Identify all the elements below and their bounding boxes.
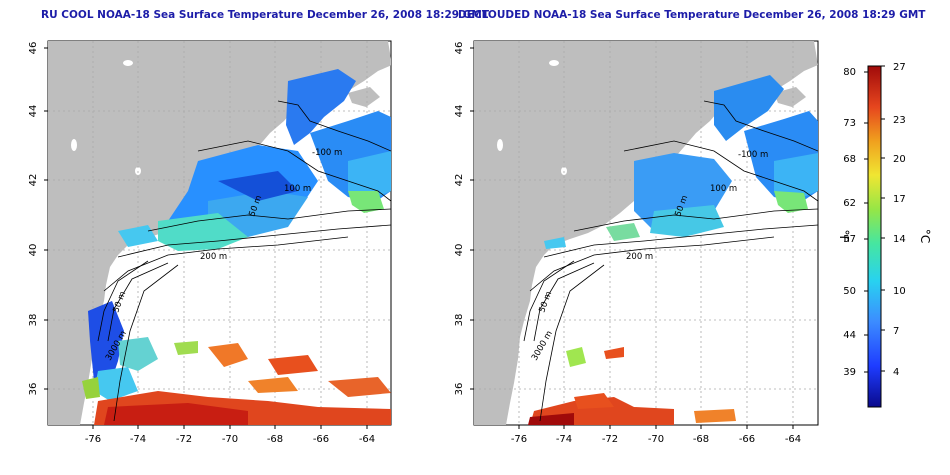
lon-tick-label: -76 (85, 434, 101, 445)
fahrenheit-tick: 62 (843, 198, 856, 209)
contour-label: 100 m (284, 184, 311, 194)
sst-patches (82, 69, 391, 425)
lat-tick-label: 44 (28, 105, 39, 118)
lon-tick-label: -64 (359, 434, 375, 445)
contour-label: 100 m (710, 184, 737, 194)
contour-label: -100 m (738, 150, 768, 160)
lon-tick-label: -70 (648, 434, 664, 445)
fahrenheit-tick: 73 (843, 118, 856, 129)
lat-tick-label: 46 (28, 42, 39, 55)
celsius-tick: 20 (893, 154, 906, 165)
right-panel-title: DECLOUDED NOAA-18 Sea Surface Temperatur… (458, 9, 926, 21)
left-map: -100 m 100 m 50 m 200 m 50 m 3000 m (47, 40, 392, 426)
lon-tick-label: -72 (602, 434, 618, 445)
contour-label: -100 m (312, 148, 342, 158)
celsius-tick: 7 (893, 326, 899, 337)
celsius-unit-label: °C (918, 229, 932, 243)
right-lon-labels: -76 -74 -72 -70 -68 -66 -64 (511, 434, 801, 445)
lon-tick-label: -66 (739, 434, 755, 445)
lon-tick-label: -76 (511, 434, 527, 445)
left-panel-title: RU COOL NOAA-18 Sea Surface Temperature … (41, 9, 489, 21)
fahrenheit-tick: 39 (843, 367, 856, 378)
lon-tick-label: -70 (222, 434, 238, 445)
contour-label: 200 m (626, 252, 653, 262)
celsius-tick: 23 (893, 115, 906, 126)
lon-tick-label: -74 (130, 434, 146, 445)
fahrenheit-tick: 44 (843, 330, 856, 341)
right-lat-labels: 46 44 42 40 38 36 (454, 42, 465, 396)
lon-tick-label: -72 (176, 434, 192, 445)
lat-tick-label: 46 (454, 42, 465, 55)
lon-tick-label: -68 (693, 434, 709, 445)
celsius-tick: 4 (893, 367, 899, 378)
bathymetry-contours (97, 100, 391, 422)
bathymetry-contours (523, 100, 818, 422)
lat-tick-label: 38 (28, 314, 39, 327)
lat-tick-label: 36 (454, 383, 465, 396)
colorbar: 80 73 68 62 57 50 44 39 27 23 20 17 14 1… (837, 62, 932, 408)
left-lon-labels: -76 -74 -72 -70 -68 -66 -64 (85, 434, 375, 445)
fahrenheit-tick: 68 (843, 154, 856, 165)
colorbar-gradient (867, 65, 882, 408)
lon-tick-label: -66 (313, 434, 329, 445)
fahrenheit-tick: 57 (843, 234, 856, 245)
celsius-tick: 27 (893, 62, 906, 73)
colorbar-ticks (864, 65, 885, 373)
celsius-tick: 17 (893, 194, 906, 205)
lat-tick-label: 36 (28, 383, 39, 396)
lon-tick-label: -64 (785, 434, 801, 445)
lat-tick-label: 42 (28, 174, 39, 187)
lon-tick-label: -68 (267, 434, 283, 445)
lat-tick-label: 42 (454, 174, 465, 187)
axis-ticks (44, 47, 794, 429)
lon-tick-label: -74 (556, 434, 572, 445)
left-lat-labels: 46 44 42 40 38 36 (28, 42, 39, 396)
fahrenheit-tick: 80 (843, 67, 856, 78)
celsius-tick: 14 (893, 234, 906, 245)
lat-tick-label: 40 (454, 244, 465, 257)
right-map: -100 m 100 m 50 m 200 m 50 m 3000 m (473, 40, 819, 426)
contour-label: 200 m (200, 252, 227, 262)
celsius-tick: 10 (893, 286, 906, 297)
lat-tick-label: 38 (454, 314, 465, 327)
lat-tick-label: 44 (454, 105, 465, 118)
sst-patches (528, 75, 818, 425)
fahrenheit-unit-label: °F (837, 230, 851, 243)
fahrenheit-tick: 50 (843, 286, 856, 297)
lat-tick-label: 40 (28, 244, 39, 257)
